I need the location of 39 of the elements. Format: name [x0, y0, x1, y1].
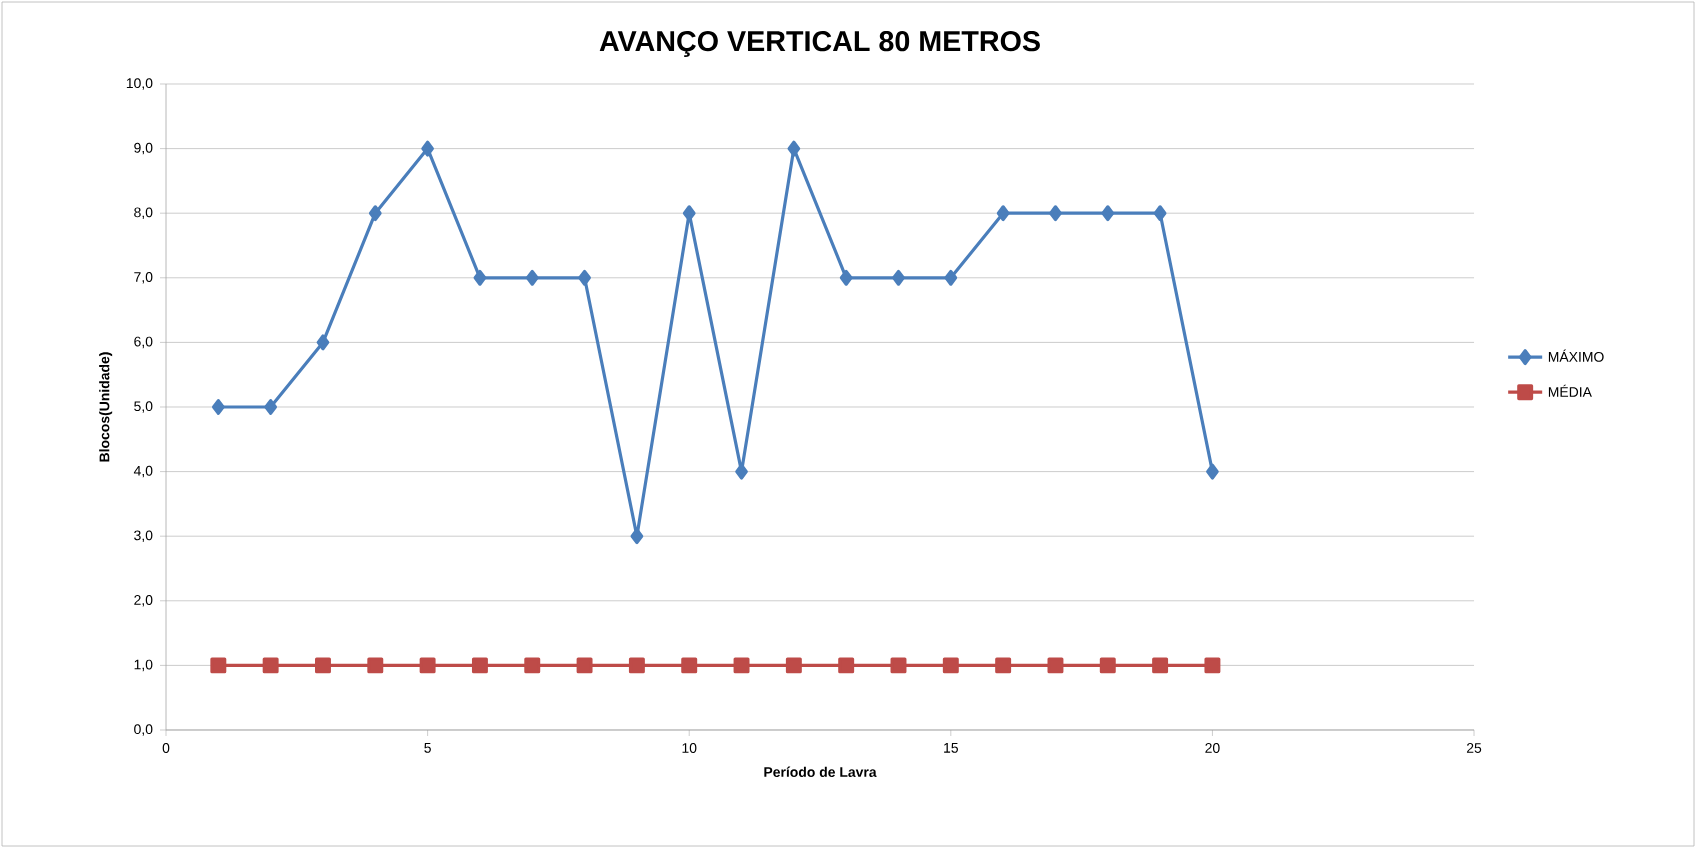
- point: [787, 140, 801, 157]
- point: [576, 657, 593, 674]
- point: [316, 334, 330, 351]
- point: [1206, 463, 1219, 480]
- point: [1152, 657, 1169, 674]
- point: [839, 269, 853, 286]
- point: [890, 657, 907, 674]
- point: [1049, 205, 1062, 222]
- point: [628, 657, 645, 674]
- point: [1101, 205, 1115, 222]
- point: [733, 657, 750, 674]
- point: [471, 657, 488, 674]
- point: [1153, 205, 1167, 222]
- point: [419, 657, 436, 674]
- point: [473, 269, 487, 286]
- point: [578, 269, 591, 286]
- point: [211, 399, 225, 415]
- point: [1047, 657, 1064, 674]
- point: [1099, 657, 1116, 674]
- point: [368, 205, 382, 222]
- point: [630, 528, 644, 545]
- point: [262, 657, 279, 674]
- point: [421, 140, 434, 157]
- point: [996, 205, 1010, 222]
- point: [210, 657, 227, 674]
- point: [315, 657, 331, 674]
- chart-title: AVANÇO VERTICAL 80 METROS: [599, 31, 1040, 58]
- point: [367, 657, 384, 674]
- point: [525, 269, 539, 286]
- point: [995, 657, 1012, 674]
- point: [681, 657, 698, 674]
- point: [892, 269, 905, 286]
- point: [524, 657, 541, 674]
- point: [1204, 657, 1221, 674]
- point: [942, 657, 959, 674]
- point: [838, 657, 855, 674]
- point: [264, 399, 278, 415]
- point: [944, 269, 958, 286]
- point: [785, 657, 802, 674]
